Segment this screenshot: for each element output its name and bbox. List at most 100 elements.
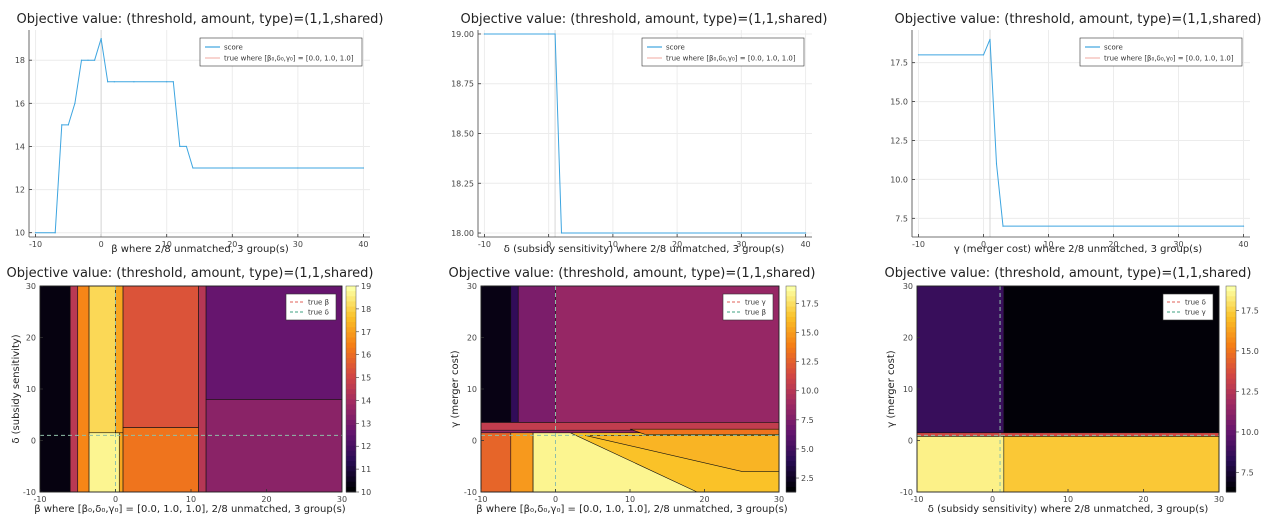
panel5-colorbar-cell xyxy=(786,286,796,292)
panel4-colorbar-cell xyxy=(346,430,356,436)
panel1-data-point xyxy=(100,38,102,40)
panel3-title: Objective value: (threshold, amount, typ… xyxy=(894,12,1261,27)
panel2-xtick-label: 20 xyxy=(672,240,682,249)
panel6-colorbar-cell xyxy=(1226,471,1236,478)
panel1-ytick-label: 12 xyxy=(15,186,25,195)
panel5-colorbar-cell xyxy=(786,435,796,441)
panel4-xtick-label: 10 xyxy=(186,495,196,504)
panel2-legend-label: true where [β₀,δ₀,γ₀] = [0.0, 1.0, 1.0] xyxy=(666,55,796,63)
panel5-colorbar-label: 7.5 xyxy=(801,416,814,425)
panel4-colorbar-cell xyxy=(346,414,356,421)
panel5-colorbar-cell xyxy=(786,352,796,359)
panel6-ytick-label: 0 xyxy=(908,437,913,446)
panel1-data-point xyxy=(74,102,76,104)
panel5-colorbar-cell xyxy=(786,471,796,478)
panel5-colorbar-cell xyxy=(786,389,796,395)
panel4-colorbar-label: 11 xyxy=(361,465,371,474)
panel5-ytick-label: -10 xyxy=(464,488,477,497)
panel6-colorbar-cell xyxy=(1226,425,1236,431)
panel6-ylabel: γ (merger cost) xyxy=(886,350,897,427)
panel6-colorbar-cell xyxy=(1226,399,1236,405)
panel4-legend xyxy=(285,293,337,321)
panel5-colorbar-cell xyxy=(786,394,796,400)
panel6-colorbar-label: 15.0 xyxy=(1241,347,1259,356)
panel4-colorbar-cell xyxy=(346,440,356,447)
panel3-data-point xyxy=(917,54,920,56)
panel5-colorbar-cell xyxy=(786,368,796,375)
panel5-colorbar-cell xyxy=(786,358,796,364)
panel4-colorbar-cell xyxy=(346,286,356,292)
panel1-title: Objective value: (threshold, amount, typ… xyxy=(16,12,383,27)
panel4-ytick-label: 0 xyxy=(31,437,36,446)
panel3-legend-label: score xyxy=(1104,44,1123,52)
panel1-data-point xyxy=(34,232,37,234)
panel2-data-point xyxy=(804,232,807,234)
panel5-xlabel: β where [β₀,δ₀,γ₀] = [0.0, 1.0, 1.0], 2/… xyxy=(476,504,788,515)
panel5-colorbar-cell xyxy=(786,399,796,405)
panel1-data-point xyxy=(107,81,109,83)
panel1-ytick-label: 10 xyxy=(15,229,25,238)
panel4-colorbar-label: 17 xyxy=(361,328,371,337)
panel6-ytick-label: 30 xyxy=(903,282,913,291)
panel1-data-point xyxy=(93,59,96,61)
panel4-colorbar-label: 18 xyxy=(361,305,371,314)
panel4-colorbar-cell xyxy=(346,435,356,441)
panel4-colorbar-cell xyxy=(346,389,356,395)
panel5-colorbar-label: 2.5 xyxy=(801,474,814,483)
panel4-colorbar-cell xyxy=(346,363,356,369)
panel2-data-point xyxy=(483,33,486,35)
panel5-colorbar-cell xyxy=(786,337,796,344)
panel6-colorbar-cell xyxy=(1226,430,1236,436)
panel5-colorbar-cell xyxy=(786,291,796,297)
panel5-contour-region xyxy=(510,432,534,493)
panel5-colorbar-cell xyxy=(786,383,796,390)
panel2-ytick-label: 19.00 xyxy=(451,30,474,39)
panel4-contour-region xyxy=(122,427,199,493)
panel6-colorbar-cell xyxy=(1226,440,1236,447)
panel4-colorbar-cell xyxy=(346,383,356,390)
panel3-data-point xyxy=(982,54,985,56)
panel5-colorbar-label: 12.5 xyxy=(801,358,819,367)
panel6-colorbar-cell xyxy=(1226,301,1236,308)
panel5-xtick-label: 30 xyxy=(774,495,784,504)
panel3-legend xyxy=(1079,37,1243,67)
panel2-legend-label: score xyxy=(666,44,685,52)
panel5-colorbar-cell xyxy=(786,363,796,369)
panel4-xtick-label: 0 xyxy=(113,495,118,504)
panel1-data-point xyxy=(80,59,83,61)
panel5-colorbar-label: 17.5 xyxy=(801,299,819,308)
panel6-colorbar-cell xyxy=(1226,445,1236,452)
panel3-xtick-label: 0 xyxy=(981,240,986,249)
panel1-ytick-label: 14 xyxy=(15,142,25,151)
panel4-xtick-label: 20 xyxy=(261,495,271,504)
panel4-contour-region xyxy=(198,285,207,493)
panel6-legend-label: true δ xyxy=(1185,299,1206,307)
panel4-contour-region xyxy=(88,432,120,493)
panel3-xtick-label: 30 xyxy=(1173,240,1183,249)
panel1-legend-label: score xyxy=(224,44,243,52)
panel6-ytick-label: 10 xyxy=(903,385,913,394)
panel6-colorbar-cell xyxy=(1226,291,1236,297)
panel5-xtick-label: -10 xyxy=(474,495,487,504)
panel6-colorbar-cell xyxy=(1226,332,1236,338)
panel5-colorbar-cell xyxy=(786,425,796,431)
panel4-colorbar-label: 10 xyxy=(361,488,371,497)
panel4-colorbar-cell xyxy=(346,342,356,349)
panel1-ytick-label: 16 xyxy=(15,99,25,108)
panel5-contour-region xyxy=(510,285,519,423)
panel5-colorbar-cell xyxy=(786,327,796,333)
panel5-colorbar-cell xyxy=(786,419,796,426)
panel4-colorbar-cell xyxy=(346,455,356,462)
panel6-colorbar-label: 12.5 xyxy=(1241,387,1259,396)
panel6-colorbar-cell xyxy=(1226,316,1236,323)
panel6-colorbar-cell xyxy=(1226,358,1236,364)
panel1-data-point xyxy=(192,167,194,169)
panel6-colorbar-cell xyxy=(1226,404,1236,411)
panel6-colorbar-cell xyxy=(1226,389,1236,395)
panel6-colorbar-label: 7.5 xyxy=(1241,469,1254,478)
panel5-colorbar-cell xyxy=(786,342,796,349)
panel6-colorbar-cell xyxy=(1226,322,1236,328)
panel5-colorbar-cell xyxy=(786,414,796,421)
panel1-data-point xyxy=(61,124,63,126)
